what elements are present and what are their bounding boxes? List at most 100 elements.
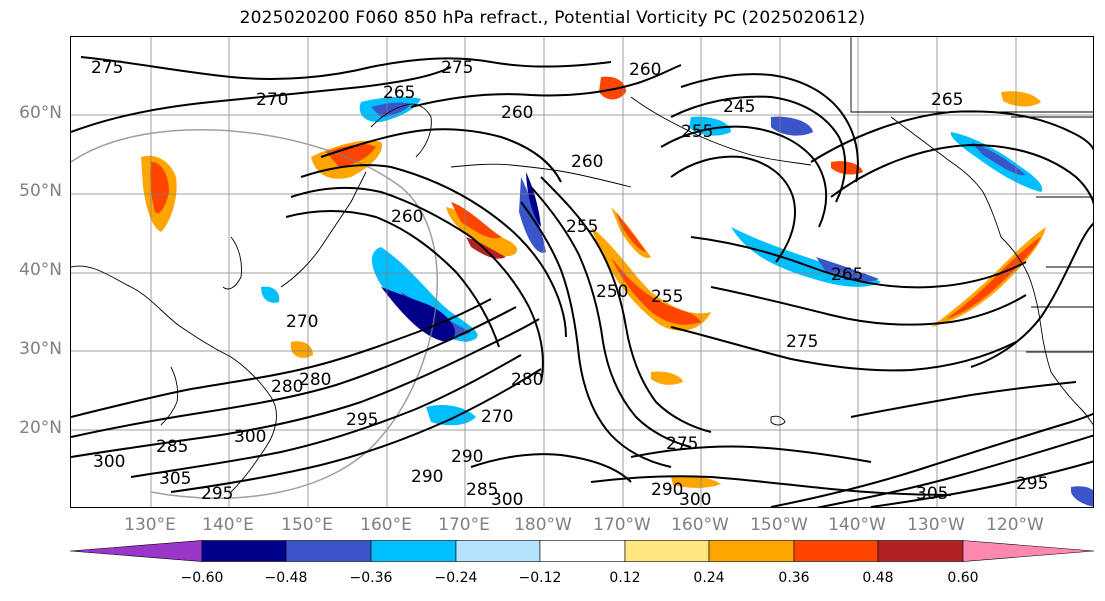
contour-line — [970, 222, 1093, 368]
shading-blob — [671, 475, 721, 488]
shading-blob — [971, 142, 1026, 176]
state-borders — [850, 37, 1093, 353]
contour-line — [870, 460, 1093, 507]
lon-label-130w: 130°W — [907, 515, 965, 535]
contour-label: 280 — [511, 370, 543, 390]
coastline-hawaii — [770, 415, 786, 426]
shading-blob — [426, 405, 476, 426]
colorbar — [69, 540, 1095, 562]
contour-line — [630, 445, 872, 463]
lon-label-120w: 120°W — [986, 515, 1044, 535]
coastline-mexico — [1050, 371, 1093, 426]
contour-line — [285, 210, 500, 348]
colorbar-segment — [539, 540, 626, 562]
contour-line — [670, 326, 1017, 372]
map-panel: 275 270 275 260 265 260 245 255 265 260 … — [70, 36, 1094, 508]
contour-line — [710, 286, 1027, 326]
lon-label-180w: 180°W — [514, 515, 572, 535]
contour-line — [690, 236, 1027, 289]
contour-line — [520, 201, 672, 468]
contour-label: 255 — [651, 287, 683, 307]
colorbar-segment — [201, 540, 287, 562]
contour-label: 295 — [1016, 474, 1048, 494]
contour-line — [530, 186, 692, 448]
colorbar-tick-label: −0.24 — [434, 570, 478, 586]
colorbar-segment — [624, 540, 710, 562]
colorbar-segment — [793, 540, 879, 562]
contour-label: 300 — [679, 490, 711, 508]
shading-blob — [381, 287, 456, 342]
contour-label: 245 — [723, 97, 755, 117]
shading-blob — [616, 212, 646, 252]
contour-label: 290 — [451, 447, 483, 467]
lon-label-170e: 170°E — [438, 515, 490, 535]
contour-label: 275 — [91, 58, 123, 78]
contour-label: 265 — [931, 90, 963, 110]
lon-label-160e: 160°E — [360, 515, 412, 535]
lat-label-30n: 30°N — [19, 339, 62, 359]
contour-label: 280 — [299, 370, 331, 390]
contour-label: 255 — [566, 217, 598, 237]
contour-label: 250 — [596, 282, 628, 302]
contour-label: 305 — [916, 484, 948, 504]
lon-label-160w: 160°W — [671, 515, 729, 535]
shading-blob — [599, 76, 626, 100]
contour-line — [660, 125, 828, 228]
contour-label: 270 — [286, 312, 318, 332]
lat-label-40n: 40°N — [19, 260, 62, 280]
shading-blob — [261, 286, 280, 303]
coastline-aleutians — [450, 163, 632, 188]
contour-line — [71, 306, 517, 438]
colorbar-tick-label: 0.24 — [693, 570, 725, 586]
lon-label-140w: 140°W — [828, 515, 886, 535]
contour-label: 280 — [271, 377, 303, 397]
shading-blob — [291, 341, 313, 358]
contour-label: 300 — [234, 427, 266, 447]
contour-line — [300, 164, 567, 338]
contour-label: 285 — [466, 480, 498, 500]
contour-label: 260 — [501, 103, 533, 123]
contour-line — [770, 412, 1093, 507]
contour-label: 290 — [651, 480, 683, 500]
shading-blob — [1001, 91, 1041, 107]
coastline-asia — [71, 265, 277, 493]
lon-label-150w: 150°W — [750, 515, 808, 535]
domain-circle — [71, 129, 438, 499]
contour-line — [670, 155, 797, 263]
contour-line — [830, 143, 1093, 205]
contour-line — [810, 110, 1093, 163]
lat-label-20n: 20°N — [19, 418, 62, 438]
contour-line — [410, 64, 682, 108]
contour-label: 300 — [93, 452, 125, 472]
colorbar-tick-label: 0.12 — [609, 570, 641, 586]
contour-line — [71, 66, 452, 133]
contour-labels: 275 270 275 260 265 260 245 255 265 260 … — [91, 58, 1048, 508]
coastline-kamchatka — [370, 103, 432, 158]
shading-blob — [816, 257, 879, 282]
contour-label: 270 — [481, 407, 513, 427]
contour-line — [680, 73, 859, 183]
contour-line — [290, 186, 544, 383]
shading-blob — [519, 177, 546, 253]
contour-line — [540, 176, 712, 433]
contour-line — [130, 354, 522, 478]
lon-label-170w: 170°W — [593, 515, 651, 535]
shading-blob — [771, 116, 813, 136]
contour-label: 275 — [786, 332, 818, 352]
lon-label-140e: 140°E — [202, 515, 254, 535]
contours — [71, 56, 1093, 507]
contour-label: 260 — [571, 152, 603, 172]
lat-label-60n: 60°N — [19, 103, 62, 123]
contour-line — [850, 381, 1077, 418]
shading-blob — [150, 162, 169, 214]
contour-label: 265 — [383, 83, 415, 103]
shading-blob — [611, 257, 701, 325]
coastline-japan — [280, 171, 367, 288]
contour-line — [80, 56, 612, 80]
contour-label: 260 — [629, 60, 661, 80]
contour-label: 260 — [391, 207, 423, 227]
contour-label: 270 — [256, 90, 288, 110]
colorbar-segment — [370, 540, 457, 562]
colorbar-tick-label: −0.12 — [518, 570, 562, 586]
colorbar-segment — [877, 540, 964, 562]
